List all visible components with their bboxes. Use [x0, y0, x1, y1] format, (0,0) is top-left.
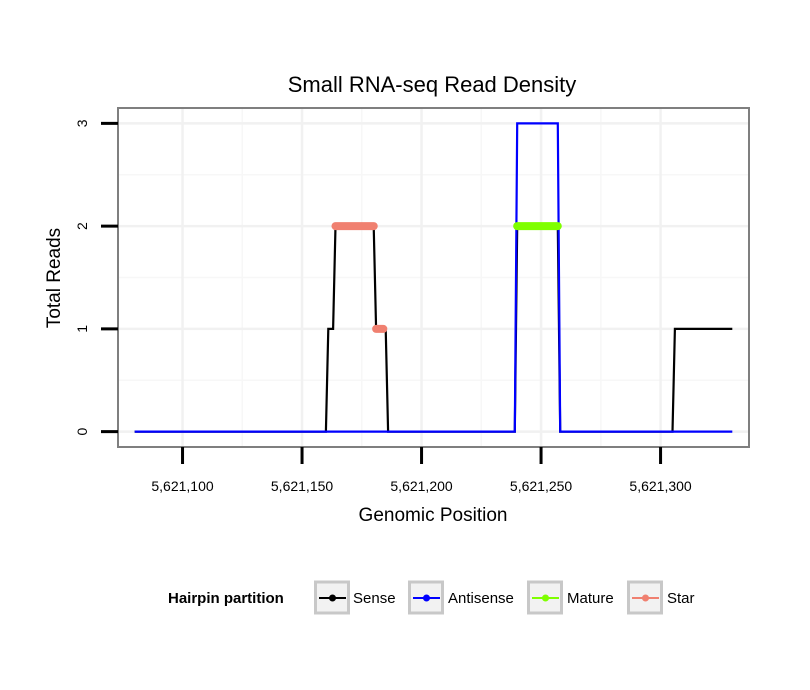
axes: 5,621,100 5,621,150 5,621,200 5,621,250 5,62… — [74, 107, 750, 494]
y-tick-label: 0 — [74, 427, 90, 435]
plot-area — [118, 108, 749, 447]
legend-title: Hairpin partition — [168, 590, 284, 607]
x-tick-label: 5,621,250 — [510, 478, 572, 494]
x-tick-label: 5,621,200 — [390, 478, 452, 494]
x-tick-label: 5,621,300 — [629, 478, 691, 494]
series-antisense-line — [134, 122, 733, 433]
legend-label-star: Star — [667, 590, 695, 607]
chart-title: Small RNA-seq Read Density — [288, 72, 577, 97]
x-tick-label: 5,621,150 — [271, 478, 333, 494]
legend-point-mature — [542, 594, 549, 602]
x-tick-label: 5,621,100 — [151, 478, 213, 494]
legend-point-sense — [329, 594, 336, 602]
data-series — [134, 122, 733, 433]
legend-label-sense: Sense — [353, 590, 396, 607]
y-tick-label: 3 — [74, 119, 90, 127]
y-tick-label: 1 — [74, 325, 90, 333]
x-axis-title: Genomic Position — [359, 505, 508, 526]
legend: Hairpin partition Sense Antisense Mature St… — [168, 580, 695, 615]
y-axis-title: Total Reads — [44, 228, 65, 328]
plot-border — [117, 107, 750, 448]
y-tick-label: 2 — [74, 222, 90, 230]
legend-label-antisense: Antisense — [448, 590, 514, 607]
legend-point-star — [642, 594, 649, 602]
legend-point-antisense — [423, 594, 430, 602]
legend-label-mature: Mature — [567, 590, 614, 607]
